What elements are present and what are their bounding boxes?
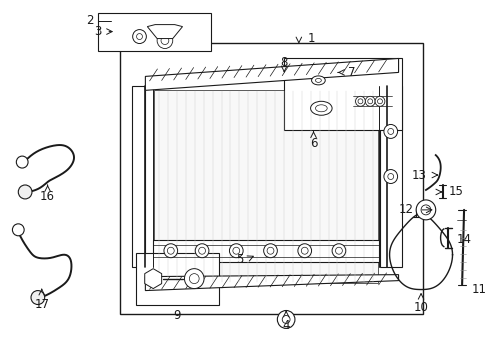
Polygon shape — [145, 58, 398, 90]
Circle shape — [167, 247, 174, 254]
Circle shape — [189, 274, 199, 284]
Circle shape — [355, 96, 365, 106]
Circle shape — [18, 185, 32, 199]
Circle shape — [420, 205, 430, 215]
Ellipse shape — [315, 105, 326, 112]
Circle shape — [331, 244, 345, 258]
Polygon shape — [144, 269, 162, 289]
Text: 3: 3 — [94, 25, 101, 38]
Circle shape — [232, 247, 239, 254]
Circle shape — [377, 99, 382, 104]
Bar — [135, 253, 218, 305]
Bar — [284, 58, 401, 130]
Text: 7: 7 — [347, 66, 354, 79]
Circle shape — [12, 224, 24, 236]
Bar — [352, 92, 391, 110]
Circle shape — [387, 174, 393, 180]
Circle shape — [136, 33, 142, 40]
Circle shape — [415, 200, 435, 220]
Ellipse shape — [310, 101, 331, 115]
Circle shape — [184, 269, 203, 289]
Text: 8: 8 — [280, 56, 287, 69]
Circle shape — [365, 96, 374, 106]
Circle shape — [383, 125, 397, 138]
Circle shape — [266, 247, 273, 254]
Circle shape — [163, 244, 177, 258]
Bar — [131, 86, 145, 267]
Text: 2: 2 — [86, 14, 93, 27]
Circle shape — [195, 244, 208, 258]
Text: 9: 9 — [173, 309, 180, 322]
Text: 17: 17 — [34, 298, 49, 311]
Ellipse shape — [315, 78, 321, 82]
Ellipse shape — [311, 76, 325, 85]
Text: 4: 4 — [282, 319, 289, 332]
Text: 15: 15 — [447, 185, 462, 198]
Text: 12: 12 — [397, 203, 412, 216]
Circle shape — [132, 30, 146, 44]
Circle shape — [387, 129, 393, 134]
Text: 1: 1 — [307, 32, 315, 45]
Circle shape — [357, 99, 362, 104]
Circle shape — [198, 247, 205, 254]
Polygon shape — [145, 275, 398, 291]
Bar — [379, 86, 401, 267]
Circle shape — [297, 244, 311, 258]
Text: 11: 11 — [471, 283, 486, 296]
Text: 13: 13 — [411, 168, 426, 181]
Polygon shape — [147, 24, 182, 39]
Circle shape — [31, 291, 44, 305]
Bar — [154, 90, 377, 283]
Bar — [153, 240, 378, 262]
Circle shape — [383, 170, 397, 184]
Circle shape — [157, 32, 172, 49]
Circle shape — [277, 310, 294, 328]
Bar — [120, 42, 422, 315]
Circle shape — [16, 156, 28, 168]
Circle shape — [282, 315, 289, 323]
Circle shape — [301, 247, 307, 254]
Circle shape — [263, 244, 277, 258]
Circle shape — [161, 37, 168, 45]
Text: 10: 10 — [413, 301, 427, 314]
Text: 16: 16 — [40, 190, 55, 203]
Circle shape — [367, 99, 372, 104]
Text: 5: 5 — [235, 253, 243, 266]
Circle shape — [374, 96, 384, 106]
Circle shape — [229, 244, 243, 258]
Text: 14: 14 — [455, 233, 470, 246]
Circle shape — [335, 247, 342, 254]
Text: 6: 6 — [309, 137, 317, 150]
Bar — [98, 13, 210, 50]
